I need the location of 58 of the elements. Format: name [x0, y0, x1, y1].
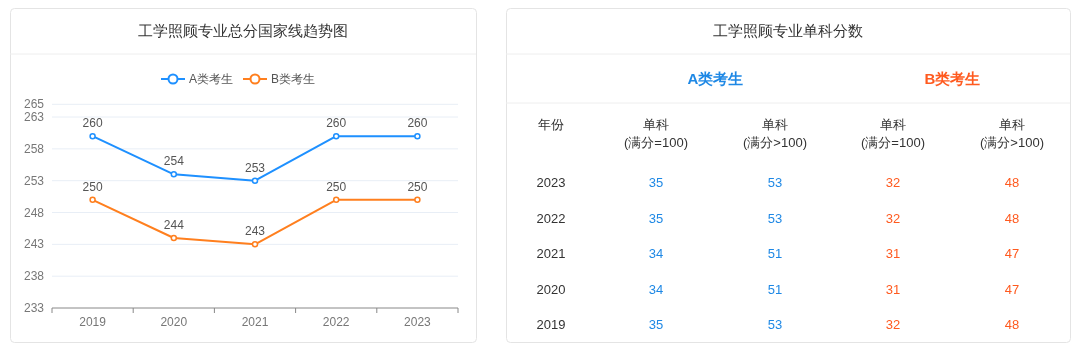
text: A类考生: [687, 70, 744, 87]
data-label: 48: [1004, 175, 1020, 190]
data-label: 250: [326, 179, 347, 194]
y-tick-label: 2023: [536, 175, 566, 190]
chart-title: 工学照顾专业总分国家线趋势图: [138, 22, 348, 39]
y-tick-label: 258: [23, 141, 45, 156]
x-tick-label: 单科 (满分=100): [861, 117, 925, 150]
data-label: 53: [767, 175, 783, 190]
y-tick-label: 263: [23, 110, 45, 125]
y-tick-label: 265: [23, 97, 45, 112]
x-tick-label: 单科 (满分>100): [980, 117, 1044, 150]
data-label: 48: [1004, 317, 1020, 332]
data-label: 31: [885, 246, 901, 261]
data-label: 253: [244, 160, 266, 175]
data-label: 260: [326, 116, 347, 131]
data-label: 47: [1004, 246, 1020, 261]
y-tick-label: 253: [23, 173, 45, 188]
data-label: 32: [885, 175, 901, 190]
x-tick-label: 2020: [160, 315, 188, 329]
y-tick-label: 248: [23, 205, 45, 220]
data-label: 260: [407, 116, 428, 131]
data-label: 250: [407, 179, 428, 194]
data-label: 254: [163, 154, 185, 169]
y-tick-label: 2022: [536, 210, 566, 226]
y-tick-label: 2020: [536, 281, 566, 297]
data-label: 260: [82, 116, 103, 131]
text: B类考生: [924, 70, 981, 87]
x-tick-label: 2021: [241, 315, 269, 329]
legend-label: A类考生: [189, 72, 234, 86]
y-tick-label: 2021: [536, 246, 566, 261]
data-label: 47: [1004, 281, 1020, 297]
data-label: 53: [767, 317, 783, 332]
data-label: 35: [648, 317, 664, 332]
y-tick-label: 243: [23, 237, 45, 252]
data-label: 250: [82, 179, 103, 194]
data-label: 32: [885, 317, 901, 332]
data-label: 34: [648, 246, 664, 261]
data-label: 31: [885, 281, 901, 297]
x-tick-label: 2023: [404, 315, 432, 329]
data-label: 35: [648, 210, 664, 226]
data-label: 48: [1004, 210, 1020, 226]
data-label: 34: [648, 281, 664, 297]
x-tick-label: 单科 (满分=100): [624, 117, 688, 150]
x-tick-label: 2022: [322, 315, 350, 329]
data-label: 243: [244, 224, 266, 239]
data-label: 51: [767, 281, 783, 297]
legend-label: B类考生: [271, 72, 316, 86]
chart-title: 工学照顾专业单科分数: [713, 22, 863, 39]
x-tick-label: 单科 (满分>100): [743, 117, 807, 150]
data-label: 53: [767, 210, 783, 226]
y-tick-label: 238: [23, 269, 45, 284]
data-label: 244: [163, 217, 185, 232]
x-tick-label: 2019: [79, 315, 107, 329]
data-label: 35: [648, 175, 664, 190]
data-label: 32: [885, 210, 901, 226]
text: 年份: [538, 117, 564, 132]
data-label: 51: [767, 246, 783, 261]
y-tick-label: 233: [23, 301, 45, 315]
